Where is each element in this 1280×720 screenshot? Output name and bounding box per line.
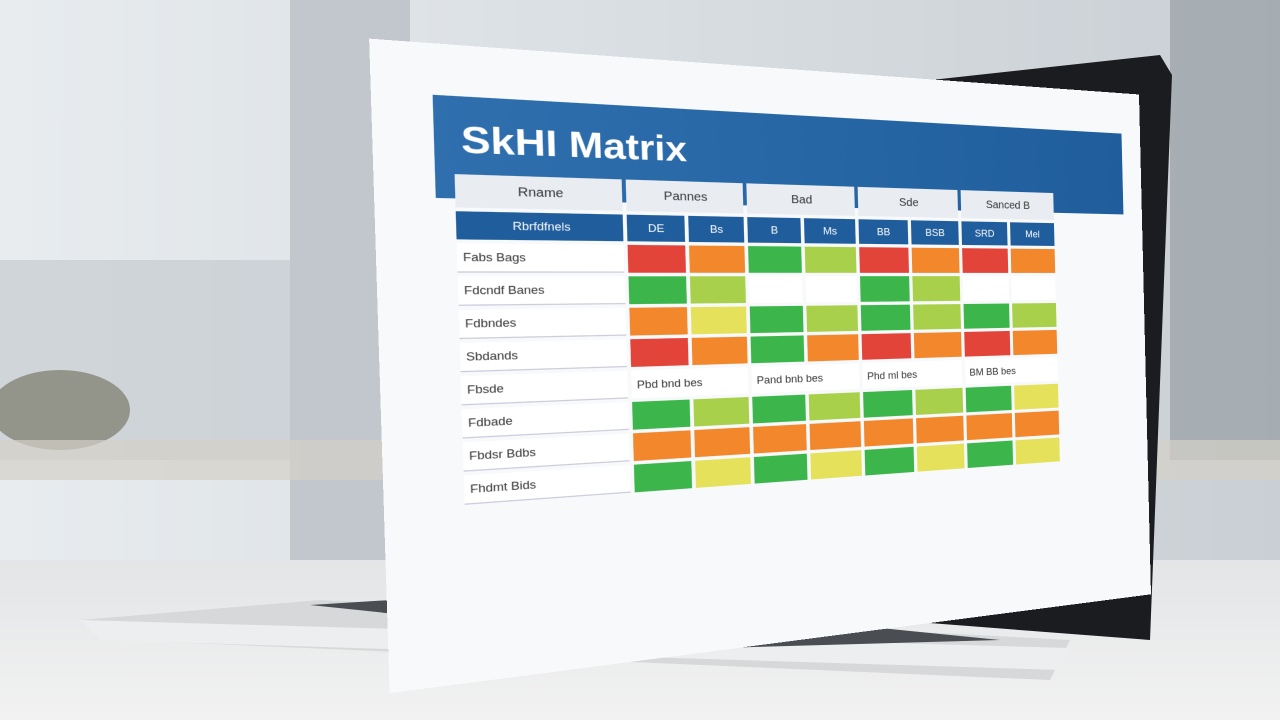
skill-cell: [693, 396, 750, 427]
section-label: Phd ml bes: [862, 359, 963, 389]
skill-matrix: Rname Pannes Bad Sde Sanced B Rbrfdfnels DE Bs B…: [450, 170, 1063, 509]
skill-cell: [689, 245, 746, 273]
skill-cell: [694, 427, 751, 458]
skill-cell: [1014, 410, 1060, 438]
skill-cell: [750, 335, 805, 364]
skill-cell: [965, 385, 1012, 413]
skill-cell: [962, 248, 1009, 273]
skill-cell: [863, 418, 914, 447]
skill-cell: [962, 276, 1009, 301]
skill-cell: [912, 276, 961, 302]
column-subheader: BSB: [910, 220, 959, 245]
skill-cell: [913, 332, 962, 359]
skill-cell: [1014, 383, 1059, 410]
skill-cell: [810, 450, 862, 480]
skill-cell: [809, 421, 862, 451]
laptop-screen: SkHI Matrix Rname Pannes Bad Sde Sanced B Rbr…: [369, 38, 1151, 694]
column-header: Pannes: [625, 179, 744, 214]
skill-cell: [633, 461, 693, 493]
skill-cell: [689, 276, 746, 304]
row-name: Fdcndf Banes: [457, 276, 626, 306]
skill-cell: [913, 304, 961, 330]
skill-cell: [915, 387, 964, 415]
column-subheader: DE: [626, 214, 686, 242]
matrix-row: Fdcndf Banes: [457, 276, 1056, 306]
column-header: Sanced B: [960, 190, 1054, 221]
skill-cell: [860, 304, 911, 331]
skill-cell: [630, 337, 689, 367]
column-subheader: Bs: [688, 215, 745, 243]
skill-cell: [966, 413, 1013, 441]
skill-cell: [911, 247, 960, 273]
column-subheader: Mel: [1010, 222, 1055, 246]
skill-cell: [1015, 437, 1060, 465]
skill-cell: [863, 389, 913, 418]
row-name: Fdbade: [461, 402, 629, 439]
skill-cell: [627, 244, 686, 273]
column-header: Bad: [746, 183, 855, 216]
column-header: Sde: [857, 186, 959, 219]
skill-cell: [864, 446, 915, 476]
name-header: Rname: [454, 174, 623, 211]
skill-cell: [963, 303, 1010, 329]
section-label: Pand bnb bes: [751, 363, 860, 394]
skill-cell: [695, 457, 751, 488]
name-subheader: Rbrfdfnels: [455, 211, 624, 242]
skill-cell: [632, 399, 691, 430]
skill-cell: [748, 246, 802, 273]
skill-cell: [691, 336, 748, 366]
skill-cell: [804, 246, 857, 273]
skill-cell: [859, 276, 910, 302]
skill-cell: [916, 443, 965, 472]
skill-cell: [633, 430, 692, 462]
skill-cell: [808, 392, 861, 421]
column-subheader: BB: [858, 219, 909, 245]
row-name: Fabs Bags: [456, 243, 625, 273]
matrix-row: Fabs Bags: [456, 243, 1056, 273]
skill-cell: [629, 307, 688, 336]
skill-cell: [1012, 302, 1057, 328]
skill-cell: [748, 276, 803, 303]
skill-cell: [690, 306, 747, 335]
section-label: Pbd bnd bes: [631, 366, 749, 399]
skill-cell: [753, 424, 807, 454]
skill-cell: [805, 276, 858, 303]
skill-cell: [807, 334, 859, 362]
skill-cell: [628, 276, 687, 305]
skill-cell: [1011, 276, 1056, 301]
skill-cell: [861, 333, 912, 360]
skill-cell: [859, 247, 910, 273]
skill-cell: [1010, 248, 1056, 273]
row-name: Fbsde: [460, 370, 628, 406]
column-subheader: Ms: [803, 218, 856, 244]
row-name: Fdbndes: [458, 307, 627, 340]
column-subheader: SRD: [961, 221, 1008, 246]
skill-cell: [806, 305, 859, 332]
skill-cell: [916, 415, 964, 444]
skill-cell: [967, 440, 1014, 469]
skill-cell: [752, 394, 806, 424]
column-subheader: B: [747, 217, 802, 244]
skill-cell: [753, 453, 808, 484]
row-name: Fhdmt Bids: [463, 464, 631, 505]
skill-cell: [1012, 329, 1058, 356]
row-name: Sbdands: [459, 339, 628, 373]
section-label: BM BB bes: [964, 356, 1058, 385]
skill-cell: [964, 330, 1011, 357]
skill-cell: [749, 305, 804, 334]
